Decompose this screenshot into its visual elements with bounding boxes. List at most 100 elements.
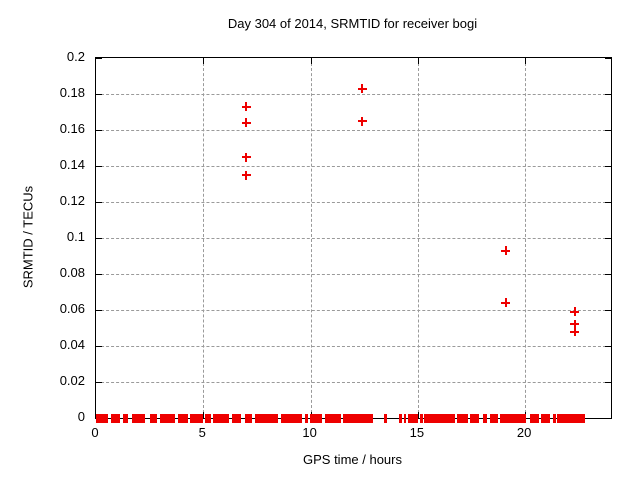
scatter-point-marker <box>241 152 251 162</box>
baseline-marker-band <box>189 413 203 423</box>
x-tick-top <box>417 58 419 64</box>
y-tick-right <box>605 382 611 383</box>
baseline-marker-band <box>424 413 456 423</box>
x-tick-top <box>310 58 312 64</box>
baseline-marker-band <box>305 413 308 423</box>
x-tick-label: 20 <box>516 425 532 440</box>
x-tick-bottom <box>417 412 419 418</box>
x-gridline <box>310 58 312 418</box>
y-tick-label: 0.12 <box>59 193 85 208</box>
plot-area <box>95 57 612 423</box>
y-tick-left <box>96 346 102 347</box>
y-tick-left <box>96 382 102 383</box>
baseline-marker-band <box>310 413 323 423</box>
y-tick-label: 0.2 <box>66 49 85 64</box>
baseline-marker-band <box>111 413 121 423</box>
x-tick-top <box>525 58 527 64</box>
y-tick-right <box>605 274 611 275</box>
baseline-marker-band <box>231 413 242 423</box>
scatter-point-marker <box>241 118 251 128</box>
baseline-marker-band <box>557 413 585 423</box>
y-tick-right <box>605 94 611 95</box>
y-tick-label: 0.08 <box>59 265 85 280</box>
baseline-marker-band <box>245 413 253 423</box>
y-tick-right <box>605 166 611 167</box>
y-tick-right <box>605 310 611 311</box>
x-tick-top <box>203 58 205 64</box>
baseline-marker-band <box>403 413 407 423</box>
scatter-point-marker <box>357 116 367 126</box>
baseline-marker-band <box>529 413 540 423</box>
baseline-marker-band <box>122 413 129 423</box>
y-gridline <box>96 130 611 131</box>
y-tick-right <box>605 238 611 239</box>
y-tick-left <box>96 94 102 95</box>
x-gridline <box>203 58 205 418</box>
y-gridline <box>96 310 611 311</box>
y-tick-left <box>96 166 102 167</box>
x-axis-title: GPS time / hours <box>303 452 402 467</box>
baseline-marker-band <box>177 413 188 423</box>
x-tick-bottom <box>203 412 205 418</box>
y-tick-right <box>605 130 611 131</box>
scatter-point-marker <box>570 307 580 317</box>
y-tick-label: 0.1 <box>66 229 85 244</box>
y-gridline <box>96 274 611 275</box>
y-tick-left <box>96 238 102 239</box>
y-tick-label: 0.06 <box>59 301 85 316</box>
y-tick-right <box>605 202 611 203</box>
x-tick-label: 10 <box>302 425 317 440</box>
baseline-marker-band <box>469 413 480 423</box>
baseline-marker-band <box>205 413 211 423</box>
scatter-point-marker <box>241 102 251 112</box>
y-gridline <box>96 238 611 239</box>
scatter-point-marker <box>241 170 251 180</box>
scatter-point-marker <box>501 246 511 256</box>
y-gridline <box>96 166 611 167</box>
y-tick-label: 0.14 <box>59 157 85 172</box>
x-gridline <box>525 58 527 418</box>
y-tick-left <box>96 58 102 59</box>
y-tick-right <box>605 346 611 347</box>
baseline-marker-band <box>553 413 556 423</box>
y-tick-left <box>96 310 102 311</box>
scatter-point-marker <box>357 84 367 94</box>
y-tick-label: 0.16 <box>59 121 85 136</box>
y-tick-left <box>96 274 102 275</box>
baseline-marker-band <box>456 413 468 423</box>
baseline-marker-band <box>280 413 303 423</box>
baseline-marker-band <box>159 413 176 423</box>
baseline-marker-band <box>149 413 157 423</box>
baseline-marker-band <box>132 413 145 423</box>
y-gridline <box>96 382 611 383</box>
baseline-marker-band <box>96 413 108 423</box>
y-gridline <box>96 346 611 347</box>
baseline-marker-band <box>499 413 526 423</box>
baseline-marker-band <box>254 413 279 423</box>
y-tick-left <box>96 202 102 203</box>
x-tick-label: 5 <box>198 425 206 440</box>
y-tick-left <box>96 130 102 131</box>
scatter-point-marker <box>501 298 511 308</box>
x-tick-label: 15 <box>409 425 425 440</box>
chart-title: Day 304 of 2014, SRMTID for receiver bog… <box>227 16 478 31</box>
scatter-point-marker <box>570 327 580 337</box>
baseline-marker-band <box>343 413 373 423</box>
baseline-marker-band <box>212 413 229 423</box>
y-tick-label: 0 <box>77 409 85 424</box>
x-gridline <box>417 58 419 418</box>
baseline-marker-band <box>384 413 388 423</box>
baseline-marker-band <box>407 413 419 423</box>
baseline-marker-band <box>540 413 550 423</box>
x-tick-label: 0 <box>91 425 99 440</box>
y-tick-label: 0.18 <box>59 85 85 100</box>
y-gridline <box>96 94 611 95</box>
baseline-marker-band <box>489 413 498 423</box>
y-tick-label: 0.02 <box>59 373 85 388</box>
baseline-marker-band <box>482 413 487 423</box>
baseline-marker-band <box>399 413 402 423</box>
y-tick-right <box>605 58 611 59</box>
y-gridline <box>96 202 611 203</box>
baseline-marker-band <box>325 413 341 423</box>
